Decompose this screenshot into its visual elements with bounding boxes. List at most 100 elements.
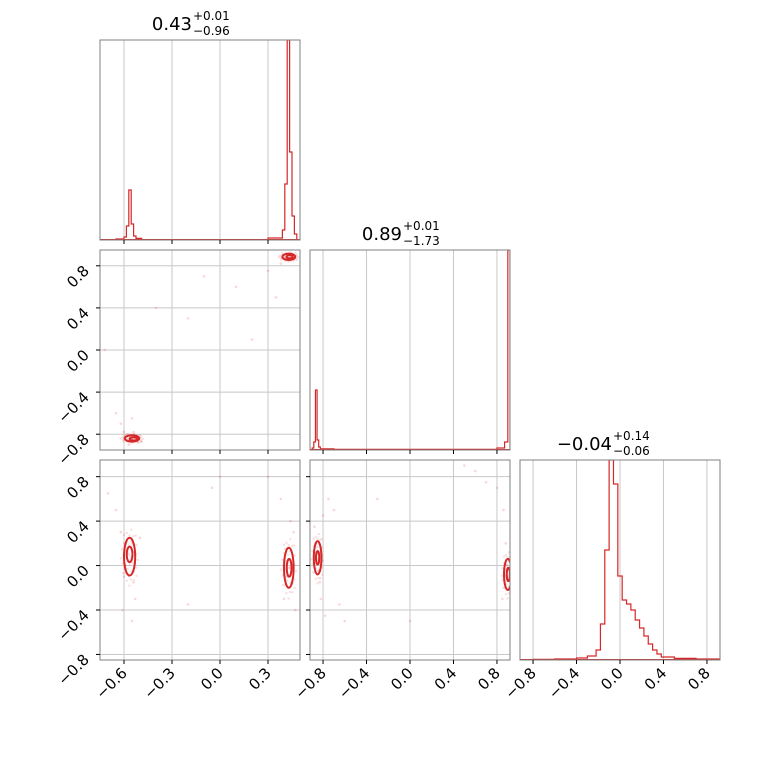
sample-point [126,437,130,440]
panel-title-plus: +0.01 [193,9,230,23]
histogram-bin [605,550,609,660]
sample-point [218,475,222,478]
histogram-bin [648,644,652,660]
sample-point [505,564,509,567]
sample-point [130,417,134,420]
x-tick-label: 0.0 [597,664,627,694]
x-tick-label: 0.8 [474,664,504,694]
sample-point [293,586,296,590]
sample-point [279,262,283,265]
sample-point [320,537,323,541]
sample-point [288,538,292,541]
histogram-step [311,250,510,450]
sample-point [266,475,270,478]
sample-point [282,597,286,601]
sample-point [318,580,322,584]
sample-point [484,480,488,484]
sample-point [317,576,320,580]
sample-point [317,532,320,536]
sample-point [130,528,133,531]
density-contour [312,540,323,576]
sample-point [250,338,254,341]
sample-point [282,543,286,547]
sample-point [128,563,132,567]
plot-area [103,251,300,447]
sample-point [128,584,131,587]
sample-point [332,508,336,512]
sample-point [322,559,325,562]
density-contour [505,566,510,583]
x-tick-label: −0.3 [140,664,178,702]
x-tick-label: −0.6 [92,664,130,702]
sample-point [121,438,125,441]
sample-point [323,614,327,617]
x-tick-label: −0.4 [545,664,583,702]
sample-point [122,439,125,443]
sample-point [128,534,131,537]
sample-point [287,260,290,263]
sample-point [313,525,316,528]
sample-point [119,437,122,440]
sample-point [134,534,137,537]
sample-point [119,422,123,425]
panel-scatter-1-0 [96,249,301,454]
x-tick-label: 0.4 [431,664,461,694]
sample-point [129,578,133,581]
sample-point [512,576,514,578]
sample-point [123,433,127,436]
sample-point [277,255,280,259]
sample-point [504,542,507,545]
panel-frame [99,39,301,241]
sample-point [408,619,412,623]
density-contour [281,252,297,261]
y-tick-label: −0.4 [54,606,92,644]
sample-point [321,514,325,517]
sample-point [343,619,347,623]
sample-point [103,348,107,352]
panel-hist-2: −0.04 +0.14−0.06 [519,429,721,664]
density-contour [125,545,134,564]
sample-point [294,252,297,255]
sample-point [319,577,322,580]
sample-point [505,563,509,566]
sample-point [507,592,510,595]
sample-point [285,541,288,545]
sample-point [285,591,288,595]
sample-point [130,619,134,623]
sample-point [501,597,504,601]
panel-title-value: 0.43 [152,14,192,35]
sample-point [122,533,126,537]
density-contour [285,254,294,260]
density-contour [503,557,510,591]
sample-point [316,582,319,585]
sample-point [136,558,140,562]
density-contour [283,546,295,589]
sample-point [278,254,282,257]
x-tick-label: 0.0 [387,664,417,694]
sample-point [500,574,504,578]
sample-point [290,544,294,548]
panel-title-plus: +0.01 [403,219,440,233]
histogram-bin [596,650,600,660]
sample-point [511,564,513,566]
histogram-step [115,40,298,240]
sample-point [511,582,513,584]
sample-point [186,603,190,606]
sample-point [135,574,138,578]
sample-point [139,435,143,438]
sample-point [294,570,298,573]
sample-point [511,571,513,573]
sample-point [311,571,315,574]
x-tick-label: 0.0 [197,664,227,694]
sample-point [511,556,513,558]
y-tick-label: 0.4 [63,304,93,334]
sample-point [126,567,129,570]
y-tick-label: 0.4 [63,517,93,547]
y-tick-label: 0.8 [63,473,93,503]
sample-point [125,579,129,582]
histogram-bin [600,624,604,660]
sample-point [131,561,134,565]
histogram-bin [627,604,631,660]
y-tick-label: 0.0 [63,346,93,376]
sample-point [314,577,317,581]
